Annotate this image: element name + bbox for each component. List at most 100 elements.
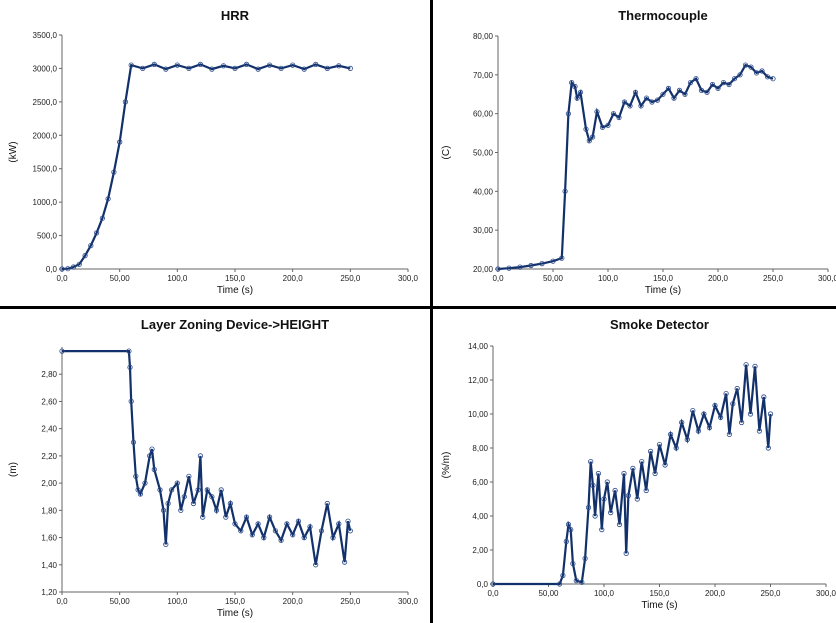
data-point <box>639 459 645 465</box>
series-line <box>497 63 774 271</box>
series-line <box>493 364 772 586</box>
data-point <box>272 528 278 534</box>
chart-panel: Layer Zoning Device->HEIGHT 0,0 50,00 100,0… <box>0 309 430 623</box>
y-tick-label: 8,00 <box>472 444 488 453</box>
x-tick-label: 300,0 <box>398 274 419 283</box>
data-point <box>577 89 584 95</box>
x-tick-label: 50,00 <box>538 589 559 598</box>
data-point <box>128 398 134 405</box>
data-point <box>627 103 633 109</box>
data-point <box>662 462 668 468</box>
data-point <box>126 348 132 354</box>
x-tick-label: 0,0 <box>492 274 504 283</box>
data-point <box>105 196 111 202</box>
data-point <box>528 262 534 269</box>
y-axis-label: (kW) <box>8 141 19 162</box>
data-point <box>610 111 617 117</box>
data-point <box>612 487 618 494</box>
x-tick-label: 250,0 <box>763 274 784 283</box>
data-point <box>621 99 628 105</box>
data-point <box>336 521 342 527</box>
data-point <box>608 510 614 516</box>
data-point <box>278 537 284 543</box>
data-point <box>99 215 106 221</box>
x-tick-label: 150,0 <box>649 589 670 598</box>
y-tick-label: 30,00 <box>473 226 494 235</box>
data-point <box>330 535 336 541</box>
x-tick-label: 150,0 <box>225 274 246 283</box>
data-point <box>318 528 325 534</box>
thermocouple-chart: Thermocouple 0,0 50,00 100,0 150,0 200,0 250,0… <box>441 8 836 296</box>
data-point <box>656 442 663 448</box>
chart-title: Thermocouple <box>618 8 708 23</box>
y-tick-label: 40,00 <box>473 187 494 196</box>
x-tick-label: 100,0 <box>167 274 188 283</box>
data-point <box>178 507 184 513</box>
data-point <box>209 494 215 500</box>
data-point <box>632 89 639 95</box>
data-point <box>550 258 556 264</box>
y-tick-label: 80,00 <box>473 32 494 41</box>
data-point <box>133 473 139 479</box>
data-point <box>648 448 654 454</box>
data-point <box>88 243 94 249</box>
data-point <box>140 65 146 72</box>
y-tick-label: 2,60 <box>41 397 57 406</box>
data-point <box>65 266 71 272</box>
data-point <box>151 466 157 473</box>
data-point <box>347 528 353 534</box>
data-point <box>295 518 301 524</box>
data-point <box>649 99 655 105</box>
data-point <box>165 500 171 507</box>
data-point <box>186 65 192 72</box>
hrr-chart: HRR 0,0 50,00 100,0 150,0 200,0 250,0 300,0 0,0 5… <box>8 8 419 296</box>
data-point <box>764 74 771 80</box>
data-point <box>590 482 596 488</box>
data-point <box>284 521 290 527</box>
y-tick-label: 2,40 <box>41 425 57 434</box>
data-point <box>307 524 313 530</box>
data-point <box>676 87 683 94</box>
data-point <box>668 431 674 438</box>
data-point <box>572 83 578 90</box>
data-point <box>174 480 180 486</box>
data-point <box>147 453 153 459</box>
data-point <box>605 122 611 128</box>
data-point <box>559 255 565 261</box>
data-point <box>59 348 65 354</box>
data-point <box>673 445 679 451</box>
data-point <box>82 253 88 259</box>
data-point <box>181 494 187 500</box>
x-tick-label: 200,0 <box>705 589 726 598</box>
x-tick-label: 300,0 <box>816 589 836 598</box>
data-point <box>142 480 148 486</box>
x-tick-label: 50,00 <box>110 597 131 606</box>
data-point <box>570 561 576 567</box>
data-point <box>565 111 571 117</box>
data-point <box>594 109 600 115</box>
data-point <box>698 87 705 94</box>
data-point <box>671 95 677 101</box>
data-point <box>630 465 636 471</box>
data-point <box>595 470 601 477</box>
data-point <box>660 91 666 97</box>
data-point <box>563 538 569 545</box>
data-point <box>726 81 732 88</box>
data-point <box>227 500 233 507</box>
data-point <box>682 91 688 97</box>
data-point <box>623 550 629 556</box>
data-point <box>232 521 238 527</box>
data-point <box>157 487 163 493</box>
y-tick-label: 1500,0 <box>33 165 58 174</box>
y-tick-label: 12,00 <box>468 376 489 385</box>
y-tick-label: 2,00 <box>41 479 57 488</box>
data-point <box>706 425 713 431</box>
data-point <box>586 138 592 144</box>
data-point <box>223 514 229 520</box>
x-axis-label: Time (s) <box>645 285 681 296</box>
data-point <box>261 535 267 541</box>
data-point <box>743 362 749 368</box>
x-tick-label: 100,0 <box>594 589 615 598</box>
x-tick-label: 50,00 <box>110 274 131 283</box>
